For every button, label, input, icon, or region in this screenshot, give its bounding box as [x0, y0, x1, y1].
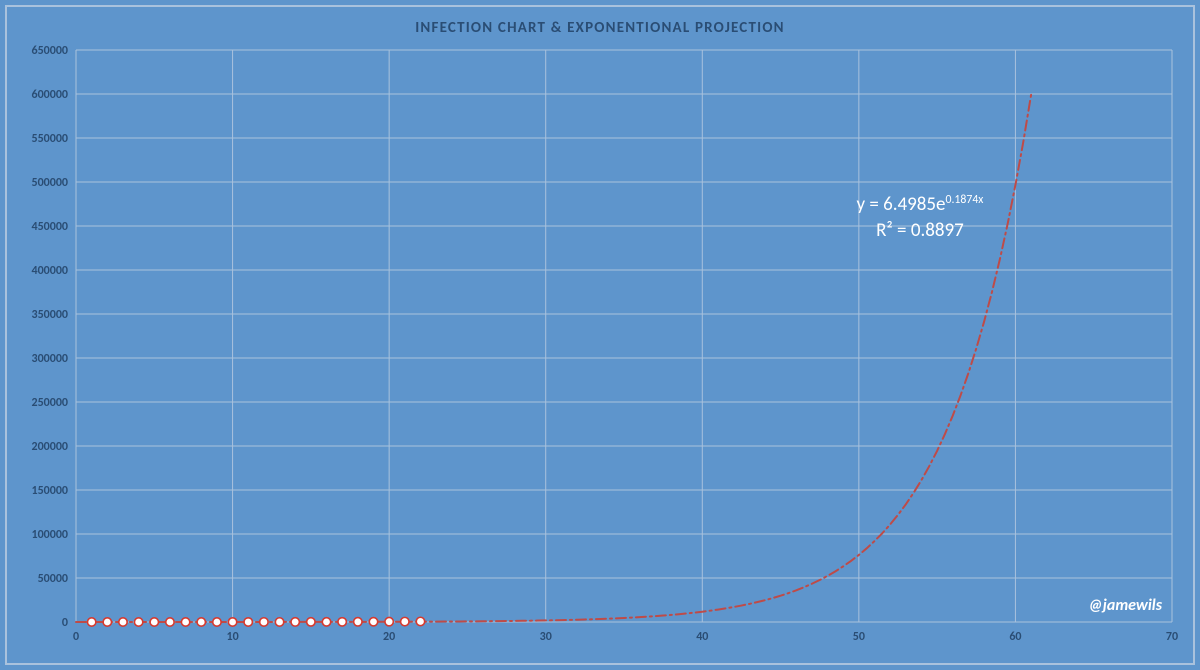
- y-tick-label: 650000: [32, 44, 69, 58]
- data-marker: [150, 618, 158, 626]
- data-marker: [385, 617, 393, 625]
- data-marker: [369, 618, 377, 626]
- x-tick-label: 0: [73, 630, 79, 644]
- y-tick-label: 200000: [32, 440, 69, 454]
- data-marker: [416, 617, 424, 625]
- data-marker: [134, 618, 142, 626]
- data-marker: [103, 618, 111, 626]
- x-tick-label: 20: [383, 630, 395, 644]
- infection-chart: 0 50000 100000 150000 200000 250000 300000 3500…: [0, 0, 1200, 670]
- data-marker: [181, 618, 189, 626]
- data-marker: [213, 618, 221, 626]
- data-marker: [119, 618, 127, 626]
- y-tick-label: 400000: [32, 264, 69, 278]
- equation-line2: R² = 0.8897: [876, 219, 964, 242]
- data-marker: [244, 618, 252, 626]
- y-tick-label: 350000: [32, 308, 69, 322]
- data-marker: [338, 618, 346, 626]
- chart-title: INFECTION CHART & EXPONENTIONAL PROJECTI…: [415, 19, 785, 37]
- data-marker: [291, 618, 299, 626]
- y-tick-label: 500000: [32, 176, 69, 190]
- data-marker: [275, 618, 283, 626]
- y-tick-label: 600000: [32, 88, 69, 102]
- data-marker: [401, 617, 409, 625]
- x-tick-label: 50: [853, 630, 865, 644]
- y-tick-label: 100000: [32, 528, 69, 542]
- x-tick-label: 10: [226, 630, 238, 644]
- y-tick-label: 250000: [32, 396, 69, 410]
- watermark: @jamewils: [1088, 596, 1162, 615]
- data-marker: [322, 618, 330, 626]
- x-tick-label: 30: [540, 630, 552, 644]
- data-marker: [87, 618, 95, 626]
- chart-frame: 0 50000 100000 150000 200000 250000 300000 3500…: [0, 0, 1200, 670]
- data-marker: [354, 618, 362, 626]
- data-marker: [307, 618, 315, 626]
- y-tick-label: 50000: [38, 572, 68, 586]
- data-marker: [166, 618, 174, 626]
- data-marker: [260, 618, 268, 626]
- y-tick-label: 0: [62, 616, 68, 630]
- x-tick-label: 40: [696, 630, 708, 644]
- y-tick-label: 550000: [32, 132, 69, 146]
- x-tick-label: 60: [1009, 630, 1021, 644]
- x-tick-label: 70: [1166, 630, 1178, 644]
- data-marker: [197, 618, 205, 626]
- y-tick-label: 300000: [32, 352, 69, 366]
- y-tick-label: 150000: [32, 484, 69, 498]
- y-tick-label: 450000: [32, 220, 69, 234]
- data-marker: [228, 618, 236, 626]
